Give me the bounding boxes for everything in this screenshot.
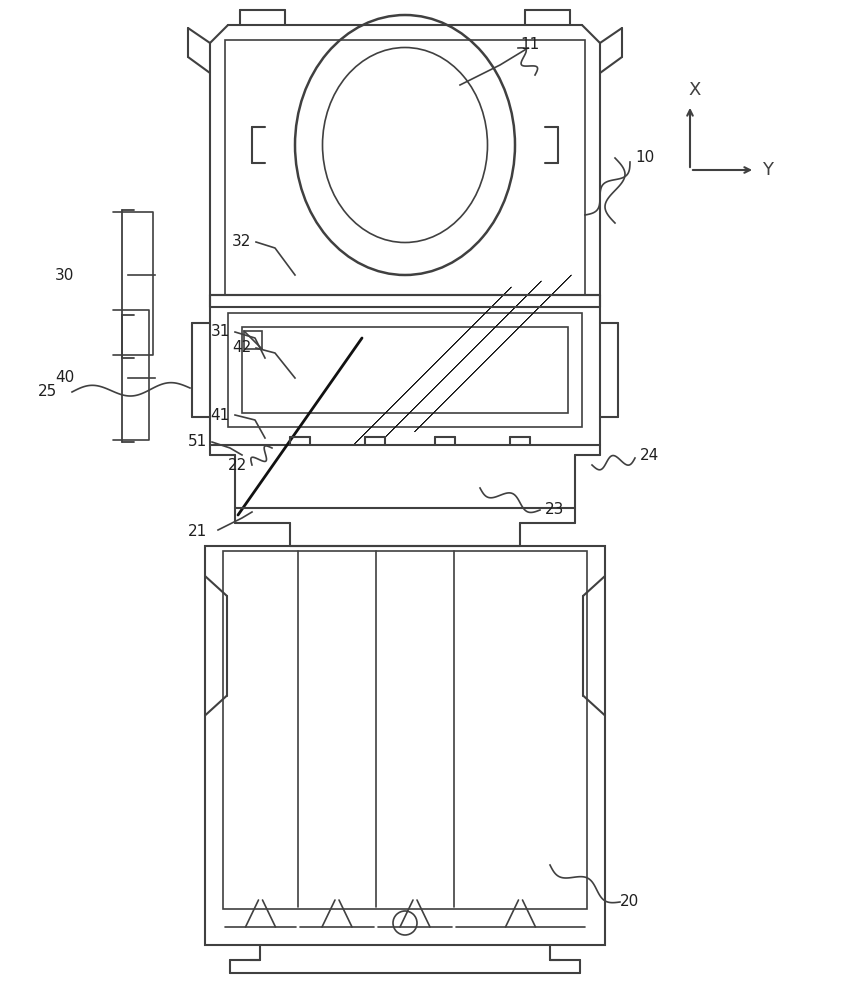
Text: 10: 10	[635, 150, 655, 165]
Text: 24: 24	[640, 448, 659, 462]
Text: 23: 23	[545, 502, 565, 518]
Bar	[228, 313, 582, 427]
Text: 40: 40	[55, 370, 74, 385]
Bar	[205, 546, 605, 945]
Bar	[225, 40, 585, 295]
Text: Y: Y	[763, 161, 773, 179]
Text: 42: 42	[232, 340, 251, 356]
Bar	[223, 551, 587, 909]
Bar	[244, 331, 262, 349]
Text: X: X	[689, 81, 702, 99]
Text: 31: 31	[210, 324, 230, 340]
Polygon shape	[354, 287, 511, 444]
Text: 11: 11	[520, 37, 540, 52]
Text: 22: 22	[228, 458, 248, 473]
Text: 30: 30	[55, 267, 74, 282]
Polygon shape	[415, 275, 571, 432]
Text: 51: 51	[188, 434, 207, 450]
Bar	[242, 327, 568, 413]
Text: 20: 20	[620, 894, 639, 910]
Text: 21: 21	[188, 524, 207, 540]
Text: 25: 25	[38, 384, 58, 399]
Text: 41: 41	[210, 408, 230, 422]
Text: 32: 32	[232, 234, 251, 249]
Polygon shape	[384, 281, 542, 438]
